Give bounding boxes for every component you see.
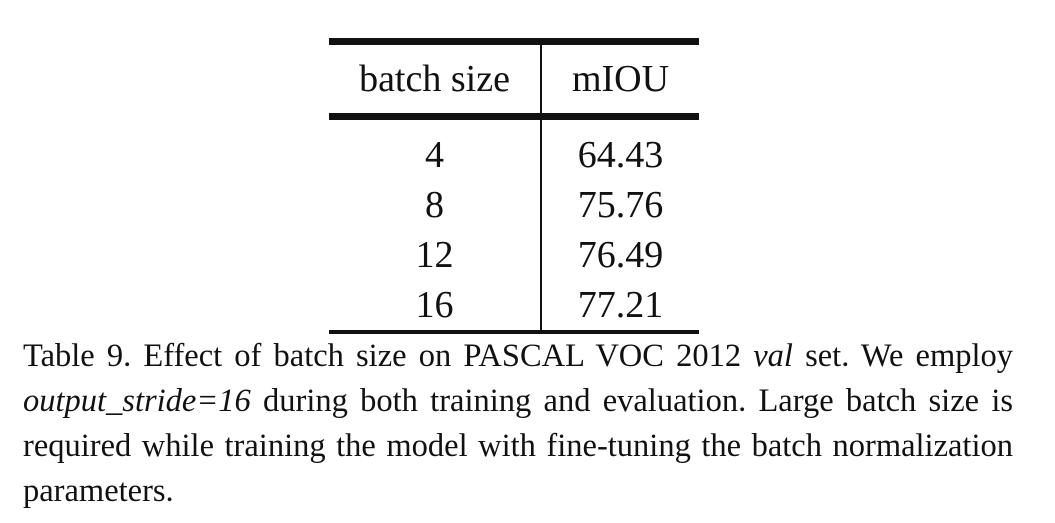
table-caption: Table 9. Effect of batch size on PASCAL … xyxy=(23,334,1013,514)
header-batch-size: batch size xyxy=(329,41,542,117)
table-row: 8 75.76 xyxy=(329,180,699,230)
batch-size-table: batch size mIOU 4 64.43 8 75.76 12 76.49… xyxy=(329,38,699,330)
cell-batch-size: 4 xyxy=(329,116,542,180)
cell-miou: 77.21 xyxy=(577,284,664,326)
caption-text-3: during both training and evaluation. Lar… xyxy=(23,383,1013,509)
cell-miou: 75.76 xyxy=(577,184,664,226)
table-bottom-rule xyxy=(329,330,699,334)
cell-batch-size: 8 xyxy=(329,180,542,230)
caption-text-2: set. We employ xyxy=(792,338,1013,374)
caption-output-stride-italic: output_stride=16 xyxy=(23,383,251,419)
cell-batch-size: 12 xyxy=(329,230,542,280)
cell-batch-size: 16 xyxy=(329,280,542,330)
header-miou: mIOU xyxy=(571,58,670,100)
table-row: 12 76.49 xyxy=(329,230,699,280)
caption-val-italic: val xyxy=(753,338,793,374)
cell-miou: 76.49 xyxy=(577,234,664,276)
caption-text-1: Table 9. Effect of batch size on PASCAL … xyxy=(23,338,754,374)
cell-miou: 64.43 xyxy=(577,134,664,176)
results-table-container: batch size mIOU 4 64.43 8 75.76 12 76.49… xyxy=(329,38,699,334)
table-row: 16 77.21 xyxy=(329,280,699,330)
table-header-row: batch size mIOU xyxy=(329,41,699,117)
table-row: 4 64.43 xyxy=(329,116,699,180)
